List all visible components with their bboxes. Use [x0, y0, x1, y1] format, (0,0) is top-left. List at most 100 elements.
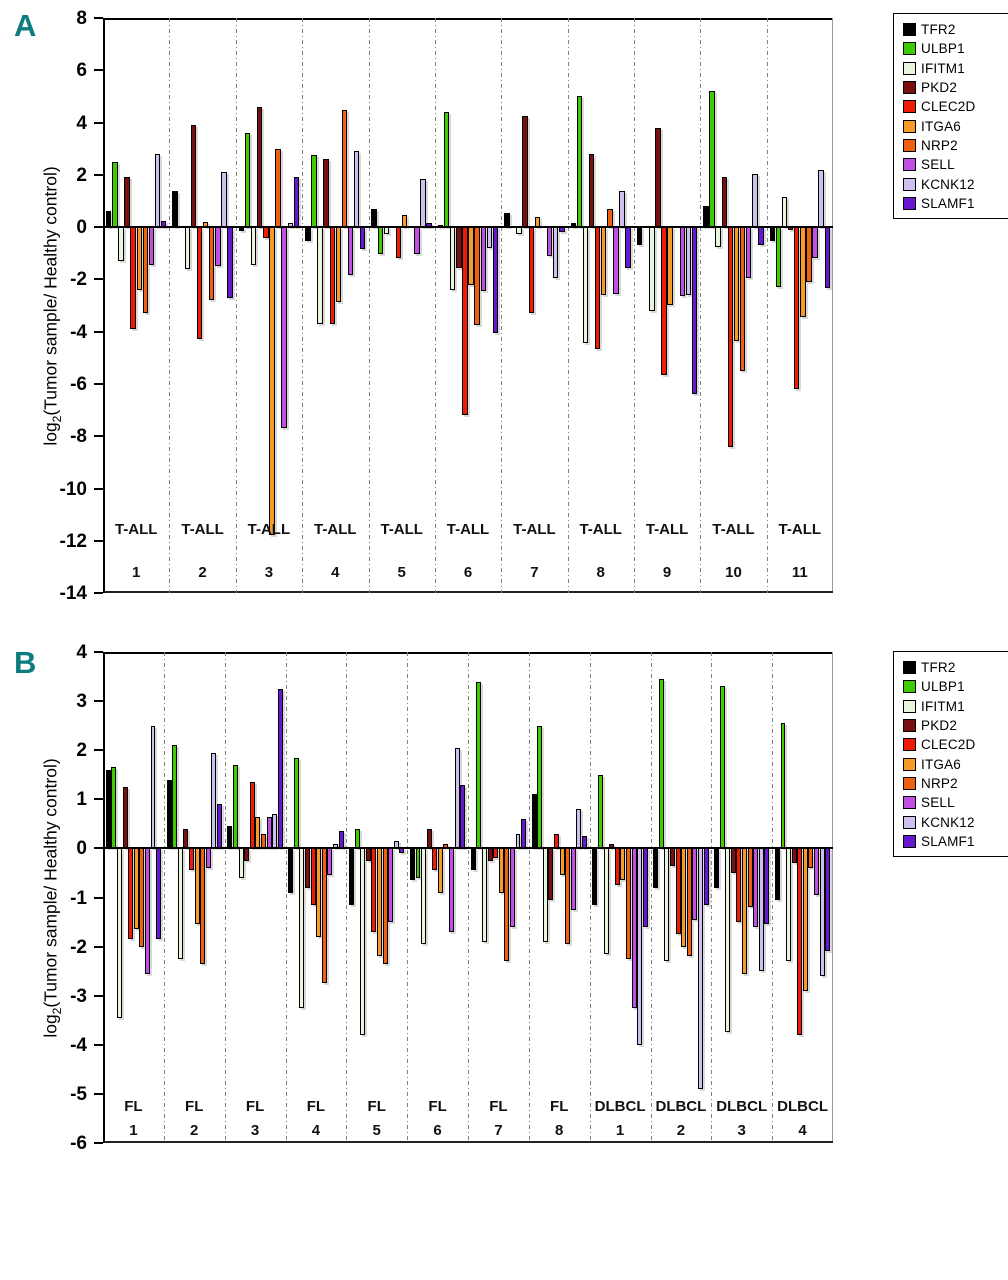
bar-clec2d-t-all5	[395, 227, 402, 259]
bar-pkd2-fl7	[487, 848, 493, 861]
bar-ulbp1-dlbcl2	[658, 679, 664, 849]
bar-sell-fl6	[449, 848, 455, 932]
legend-label: ITGA6	[921, 756, 962, 772]
x-category-label: T-ALL	[579, 521, 622, 538]
legend-swatch-clec2d	[903, 738, 916, 752]
y-tick-mark	[94, 700, 103, 703]
y-tick-mark	[94, 539, 103, 542]
y-tick-mark	[94, 330, 103, 333]
group-separator	[235, 18, 237, 593]
legend-item-ifitm1: IFITM1	[903, 697, 999, 716]
legend-swatch-slamf1	[903, 834, 916, 848]
bar-pkd2-fl6	[426, 828, 432, 849]
bar-nrp2-t-all1	[142, 227, 149, 314]
bar-ifitm1-dlbcl4	[786, 848, 792, 962]
x-category-label: FL	[428, 1098, 447, 1115]
bar-ifitm1-t-all9	[649, 227, 655, 311]
bar-ifitm1-t-all1	[118, 227, 124, 262]
x-category-label: DLBCL	[594, 1098, 646, 1115]
legend-swatch-itga6	[903, 757, 916, 771]
y-tick-label: 0	[76, 217, 87, 239]
bar-ulbp1-fl7	[476, 681, 482, 849]
bar-ulbp1-t-all8	[576, 96, 583, 228]
bar-tfr2-fl6	[409, 848, 415, 881]
bar-tfr2-dlbcl4	[774, 848, 780, 900]
bar-nrp2-dlbcl1	[625, 848, 631, 959]
x-category-label: FL	[367, 1098, 386, 1115]
bar-nrp2-fl4	[321, 848, 327, 984]
bar-clec2d-dlbcl1	[614, 848, 620, 886]
x-category-number: 3	[737, 1122, 746, 1139]
legend-item-slamf1: SLAMF1	[903, 194, 999, 213]
bar-pkd2-t-all3	[257, 106, 263, 228]
bar-clec2d-t-all6	[462, 227, 468, 416]
bar-tfr2-t-all2	[172, 190, 178, 228]
bar-nrp2-t-all2	[208, 227, 215, 301]
bar-nrp2-t-all10	[739, 227, 746, 371]
x-category-number: 3	[264, 564, 274, 581]
legend-item-kcnk12: KCNK12	[903, 174, 999, 193]
bar-ifitm1-t-all3	[250, 227, 257, 265]
bar-clec2d-t-all8	[594, 227, 601, 349]
bar-ifitm1-fl3	[238, 848, 244, 878]
bar-kcnk12-fl8	[576, 809, 582, 849]
x-category-label: T-ALL	[181, 521, 224, 538]
y-tick-mark	[94, 173, 103, 176]
bar-tfr2-t-all11	[769, 227, 776, 242]
bar-clec2d-t-all7	[528, 227, 535, 314]
bar-itga6-fl1	[133, 848, 139, 930]
bar-kcnk12-dlbcl3	[758, 848, 764, 972]
legend-item-tfr2: TFR2	[903, 20, 999, 39]
y-tick-label: -2	[70, 936, 87, 958]
y-tick-label: -10	[59, 478, 87, 500]
bar-clec2d-t-all3	[263, 227, 269, 238]
y-tick-mark	[94, 1142, 103, 1144]
bar-ulbp1-t-all4	[311, 155, 317, 228]
bar-ifitm1-fl1	[116, 848, 122, 1018]
bar-clec2d-t-all2	[196, 227, 203, 340]
panel-a-letter: A	[14, 8, 37, 43]
y-tick-label: 1	[76, 789, 87, 811]
y-tick-mark	[94, 17, 103, 19]
bar-kcnk12-dlbcl4	[819, 848, 825, 977]
bar-ifitm1-fl8	[542, 848, 548, 942]
x-category-number: 8	[596, 564, 605, 581]
group-separator	[650, 652, 652, 1143]
y-tick-mark	[94, 226, 103, 229]
legend-label: ULBP1	[921, 41, 965, 57]
bar-slamf1-dlbcl2	[703, 848, 709, 905]
group-separator	[772, 652, 774, 1143]
bar-pkd2-t-all4	[323, 159, 329, 228]
x-category-number: 1	[615, 1122, 625, 1139]
y-tick-label: 2	[76, 164, 87, 186]
legend-swatch-tfr2	[903, 661, 916, 675]
y-tick-mark	[94, 651, 103, 653]
group-separator	[711, 652, 713, 1143]
legend-swatch-ifitm1	[903, 699, 916, 713]
legend-label: IFITM1	[921, 698, 965, 714]
y-tick-mark	[94, 1092, 103, 1095]
legend-item-slamf1: SLAMF1	[903, 832, 999, 851]
bar-nrp2-t-all6	[474, 227, 480, 326]
y-tick-mark	[94, 382, 103, 385]
bar-ifitm1-fl6	[421, 848, 427, 945]
bar-nrp2-dlbcl4	[808, 848, 814, 868]
bar-sell-fl1	[144, 848, 150, 974]
legend-item-sell: SELL	[903, 793, 999, 812]
x-category-label: T-ALL	[645, 521, 689, 538]
group-separator	[169, 18, 171, 593]
bar-sell-dlbcl2	[692, 848, 698, 920]
bar-ulbp1-fl8	[537, 725, 543, 849]
y-tick-label: -5	[70, 1083, 87, 1105]
panel-b-plot: 4 3 2 1 0 -1 -2 -3 -4 -5 -6 FL 1 FL 2 FL 3 FL 4 FL 5 FL 6 FL 7 FL…	[70, 643, 833, 1153]
x-category-label: DLBCL	[716, 1098, 768, 1115]
legend-label: KCNK12	[921, 814, 975, 830]
bar-pkd2-fl5	[365, 848, 371, 861]
bar-itga6-fl2	[194, 848, 200, 925]
bar-pkd2-t-all6	[456, 227, 462, 268]
y-tick-mark	[94, 1043, 103, 1046]
legend-item-tfr2: TFR2	[903, 658, 999, 677]
x-category-number: 4	[798, 1122, 807, 1139]
legend-swatch-sell	[903, 796, 916, 810]
bar-tfr2-fl8	[531, 794, 537, 849]
